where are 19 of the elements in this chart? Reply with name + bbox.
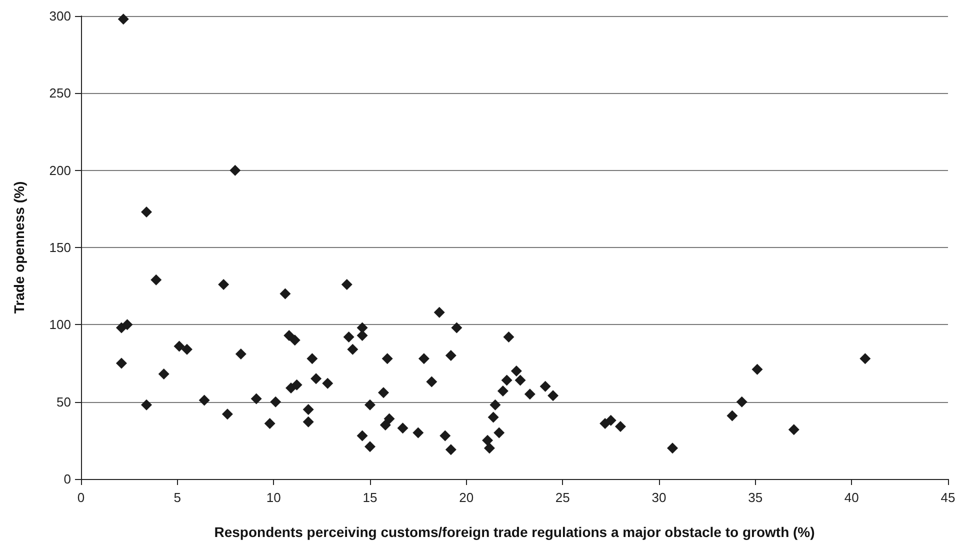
y-tick-label: 150 (49, 240, 71, 255)
y-tick-label: 300 (49, 8, 71, 24)
x-tick-label: 5 (174, 490, 181, 505)
y-tick-label: 250 (49, 86, 71, 101)
y-tick-label: 200 (49, 162, 71, 178)
x-tick-label: 25 (555, 490, 570, 505)
x-tick-label: 40 (844, 490, 859, 505)
x-tick-label: 20 (459, 490, 474, 505)
x-tick-label: 15 (362, 490, 378, 505)
y-axis-title: Trade openness (%) (11, 181, 27, 314)
x-axis-title: Respondents perceiving customs/foreign trade regulations a major obstacle to growth (%) (214, 524, 815, 540)
y-tick-label: 50 (56, 394, 71, 410)
x-tick-label: 45 (940, 490, 956, 505)
x-tick-label: 0 (77, 490, 85, 505)
y-tick-label: 0 (64, 472, 71, 486)
x-tick-label: 30 (652, 490, 666, 505)
y-tick-label: 100 (49, 317, 71, 332)
x-tick-label: 35 (748, 490, 763, 505)
x-tick-label: 10 (266, 490, 281, 505)
